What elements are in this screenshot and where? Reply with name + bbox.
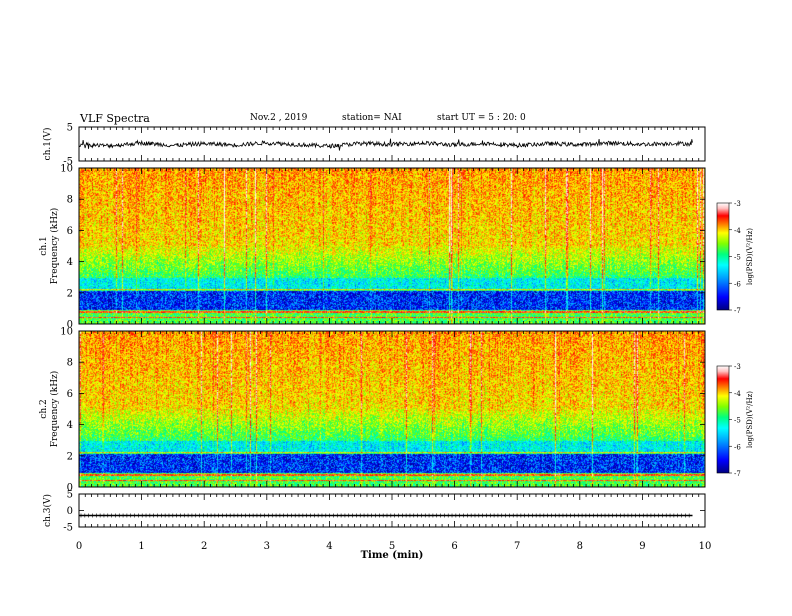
x-tick-label: 6 [451,541,457,552]
s2-y-tick-label: 10 [60,327,73,338]
s2-y-axis-label-quantity: Frequency (kHz) [49,371,60,448]
s1-y-tick-label: 2 [67,288,73,299]
ch1-y-axis-label: ch.1(V) [42,128,53,161]
s1-y-tick-label: 4 [67,257,73,268]
figure-title: VLF Spectra [80,112,150,125]
ch1-spectrogram-heatmap [79,168,705,324]
s2-y-tick-label: 4 [67,420,73,431]
s1-colorbar-tick-label: -7 [734,307,741,315]
s1-y-tick-label: 10 [60,164,73,175]
s2-colorbar-tick-label: -3 [734,363,741,371]
s1-y-axis-label-channel: ch.1 [39,236,49,255]
s1-y-tick-label: 6 [67,226,73,237]
x-axis-label: Time (min) [361,550,424,561]
s1-y-tick-label: 8 [67,195,73,206]
ch3-y-tick-label: 0 [67,506,73,517]
s2-colorbar-tick-label: -5 [734,417,741,425]
s1-colorbar-tick-label: -3 [734,200,741,208]
ch2-spectrogram-heatmap [79,331,705,487]
ch1-y-tick-label: 5 [67,123,73,134]
s1-colorbar [716,202,730,311]
s2-y-axis-label-channel: ch.2 [39,399,49,418]
s1-colorbar-tick-label: -5 [734,254,741,262]
s2-y-tick-label: 8 [67,358,73,369]
x-tick-label: 10 [699,541,712,552]
x-tick-label: 7 [514,541,520,552]
x-tick-label: 0 [76,541,82,552]
s2-y-tick-label: 2 [67,451,73,462]
ch3-y-axis-label: ch.3(V) [42,494,53,527]
x-tick-label: 4 [326,541,332,552]
ch1-y-tick-label: -5 [63,157,73,168]
x-tick-label: 8 [577,541,583,552]
s2-colorbar [716,365,730,474]
s2-colorbar-label: log(PSD)(V²/Hz) [746,391,754,448]
s2-y-tick-label: 6 [67,389,73,400]
s1-colorbar-tick-label: -6 [734,280,741,288]
s2-colorbar-tick-label: -4 [734,390,741,398]
station-label: station= NAI [342,113,402,123]
start-time-label: start UT = 5 : 20: 0 [437,113,526,123]
s1-y-axis-label-quantity: Frequency (kHz) [49,208,60,285]
s1-colorbar-label: log(PSD)(V²/Hz) [746,228,754,285]
s1-colorbar-tick-label: -4 [734,227,741,235]
x-tick-label: 1 [138,541,144,552]
s2-y-tick-label: 0 [67,483,73,494]
x-tick-label: 2 [201,541,207,552]
x-tick-label: 3 [264,541,270,552]
s2-colorbar-tick-label: -6 [734,443,741,451]
ch3-y-tick-label: 5 [67,490,73,501]
s1-y-tick-label: 0 [67,320,73,331]
x-tick-label: 9 [639,541,645,552]
date-label: Nov.2 , 2019 [250,113,308,123]
ch1-series-line [78,138,693,151]
s2-colorbar-tick-label: -7 [734,470,741,478]
x-tick-label: 5 [389,541,395,552]
ch3-y-tick-label: -5 [63,523,73,534]
